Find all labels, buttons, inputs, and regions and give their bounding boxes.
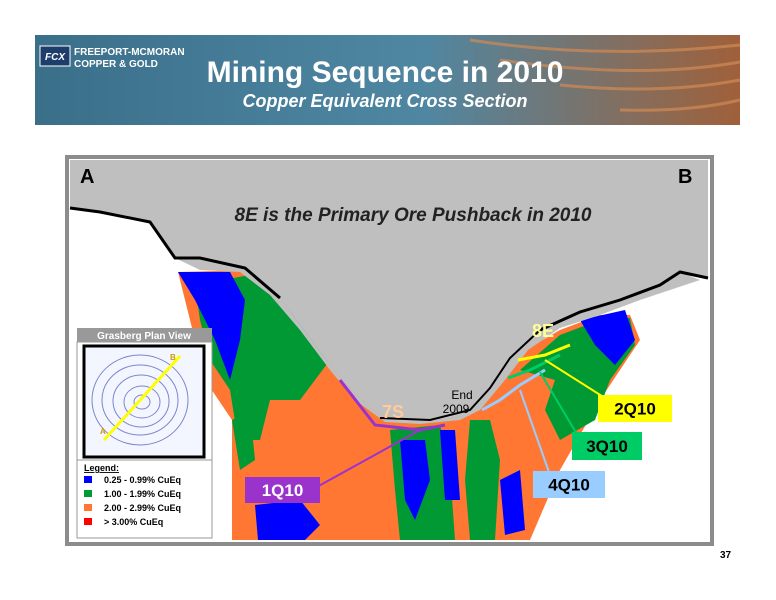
- quarter-label: 2Q10: [614, 400, 656, 419]
- legend-panel: [76, 459, 213, 539]
- inset-title: Grasberg Plan View: [97, 331, 191, 342]
- quarter-label: 3Q10: [586, 437, 628, 456]
- topography-line: [539, 270, 709, 332]
- quarter-box: [598, 395, 672, 422]
- section-start: A: [80, 166, 94, 188]
- legend-label: 1.00 - 1.99% CuEq: [104, 489, 181, 499]
- west-label: 7S: [382, 402, 404, 422]
- plan-contours: [91, 354, 189, 446]
- pit-area: [70, 160, 708, 420]
- topography-line: [69, 206, 281, 300]
- leader-3q10: [539, 371, 579, 437]
- legend-swatch: [84, 518, 92, 525]
- legend-title: Legend:: [84, 463, 119, 473]
- section-end: B: [678, 166, 692, 188]
- quarter-box: [533, 471, 605, 498]
- company-division: Copper & Gold: [74, 59, 158, 70]
- logo: FCX: [45, 52, 66, 63]
- legend: 0.25 - 0.99% CuEq 1.00 - 1.99% CuEq 2.00 -…: [84, 475, 181, 527]
- legend-label: 0.25 - 0.99% CuEq: [104, 475, 181, 485]
- pushback-1q10: [338, 379, 446, 432]
- page-number: 37: [720, 550, 732, 561]
- pushback-3q10: [507, 353, 561, 380]
- legend-swatch: [84, 504, 92, 511]
- ore-body: [178, 270, 640, 540]
- slide-subtitle: Copper Equivalent Cross Section: [242, 91, 527, 111]
- end-label: 2009: [443, 402, 470, 416]
- leader-1q10: [314, 429, 421, 489]
- section-headline: 8E is the Primary Ore Pushback in 2010: [235, 205, 592, 226]
- quarter-box: [572, 432, 642, 460]
- inset-b: B: [170, 353, 176, 362]
- leader-4q10: [519, 389, 551, 476]
- company-name: Freeport-McMoRan: [74, 47, 185, 58]
- legend-label: > 3.00% CuEq: [104, 517, 163, 527]
- quarter-label: 1Q10: [262, 481, 304, 500]
- section-trace: [102, 354, 182, 442]
- quarter-labels: 1Q10 2Q10 3Q10 4Q10: [245, 395, 672, 503]
- pushback-label: 8E: [532, 321, 554, 341]
- quarter-box: [245, 477, 320, 503]
- pit-floor: [379, 329, 541, 422]
- pushback-4q10: [481, 368, 546, 412]
- slide-title: Mining Sequence in 2010: [207, 56, 564, 89]
- leader-2q10: [544, 359, 606, 399]
- legend-swatch: [84, 490, 92, 497]
- inset-a: A: [100, 427, 106, 436]
- logo-box: [39, 45, 71, 67]
- inset-title-bar: [77, 328, 212, 342]
- pushback-2q10: [517, 343, 571, 362]
- copper-wires: [469, 38, 741, 112]
- end-label: End: [451, 388, 472, 402]
- legend-label: 2.00 - 2.99% CuEq: [104, 503, 181, 513]
- quarter-label: 4Q10: [548, 476, 590, 495]
- legend-swatch: [84, 476, 92, 483]
